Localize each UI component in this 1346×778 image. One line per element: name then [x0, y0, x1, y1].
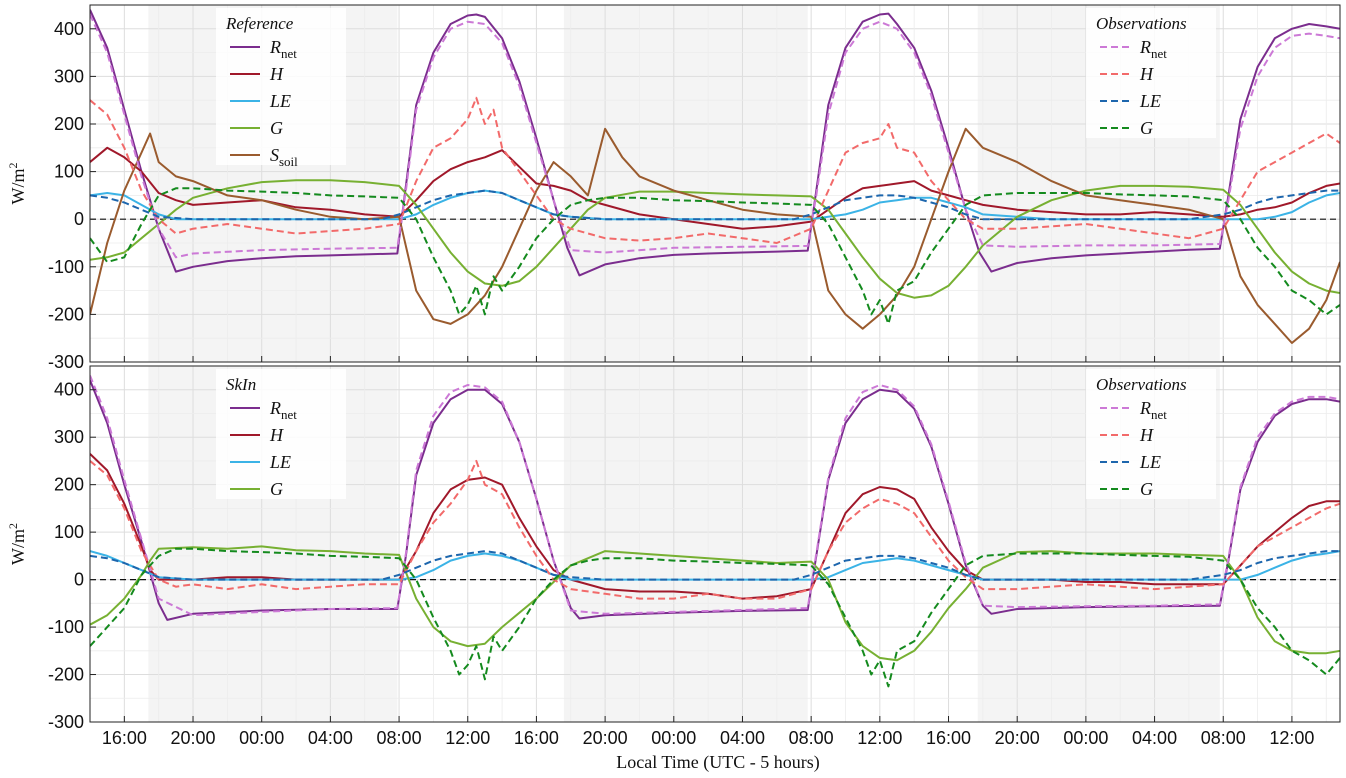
series-group: [90, 375, 1340, 688]
legend-label: Rnet: [1139, 398, 1167, 422]
bottom-panel-skin: -300 -200 -100 0 100 200 300 400 16:00 20:00 00:00…: [6, 365, 1341, 748]
legend-label: G: [270, 479, 283, 499]
x-tick-label: 08:00: [1201, 728, 1246, 748]
x-tick-label: 12:00: [445, 728, 490, 748]
x-tick-label: 04:00: [1132, 728, 1177, 748]
y-tick-label: 300: [54, 427, 84, 447]
y-tick-label: -100: [48, 617, 84, 637]
series-group: [90, 9, 1340, 344]
night-band: [563, 366, 808, 722]
x-tick-label: 16:00: [514, 728, 559, 748]
legend-label: G: [270, 118, 283, 138]
legend-title: Reference: [225, 14, 294, 33]
y-axis-title: W/m2: [6, 523, 28, 565]
x-tick-label: 04:00: [308, 728, 353, 748]
y-axis-title: W/m2: [6, 163, 28, 205]
x-tick-label: 12:00: [857, 728, 902, 748]
series-rnet_obs-obs: [90, 375, 1340, 617]
y-tick-label: -100: [48, 257, 84, 277]
y-tick-label: -200: [48, 304, 84, 324]
legend-observations: Observations Rnet H LE G: [1086, 8, 1216, 138]
y-tick-label: 200: [54, 114, 84, 134]
legend-label: LE: [269, 452, 291, 472]
legend-label: Rnet: [269, 37, 297, 61]
y-tick-label: 0: [74, 570, 84, 590]
legend-label: Rnet: [1139, 37, 1167, 61]
series-g: [90, 545, 1340, 662]
legend-label: H: [1139, 64, 1154, 84]
legend-background: [1086, 369, 1216, 499]
legend-label: LE: [269, 91, 291, 111]
x-tick-label: 00:00: [651, 728, 696, 748]
legend-label: G: [1140, 479, 1153, 499]
series-le_obs-obs: [90, 189, 1340, 221]
legend-model: Reference Rnet H LE G Ssoil: [216, 8, 346, 169]
plot-frame: [89, 4, 1341, 363]
legend-title: Observations: [1096, 14, 1187, 33]
legend-label: LE: [1139, 91, 1161, 111]
legend-label: H: [269, 425, 284, 445]
legend-label: H: [269, 64, 284, 84]
y-tick-label: 100: [54, 162, 84, 182]
legend-label: G: [1140, 118, 1153, 138]
top-panel-reference: -300 -200 -100 0 100 200 300 400 W/m2 Reference Rn…: [6, 4, 1341, 372]
legend-model: SkIn Rnet H LE G: [216, 369, 346, 499]
night-band: [563, 5, 808, 362]
series-le_obs-obs: [90, 550, 1340, 581]
legend-label: H: [1139, 425, 1154, 445]
legend-title: Observations: [1096, 375, 1187, 394]
y-tick-label: -300: [48, 352, 84, 372]
y-tick-label: 300: [54, 66, 84, 86]
legend-label: Rnet: [269, 398, 297, 422]
legend-label: LE: [1139, 452, 1161, 472]
y-tick-label: -300: [48, 712, 84, 732]
series-h: [90, 146, 1340, 230]
plot-frame: [89, 365, 1341, 723]
series-g: [90, 179, 1340, 299]
x-tick-label: 12:00: [1269, 728, 1314, 748]
x-tick-label: 20:00: [170, 728, 215, 748]
series-h_obs-obs: [90, 459, 1340, 600]
y-tick-label: 100: [54, 522, 84, 542]
legend-observations: Observations Rnet H LE G: [1086, 369, 1216, 499]
series-g_obs-obs: [90, 547, 1340, 688]
y-tick-label: -200: [48, 665, 84, 685]
legend-title: SkIn: [226, 375, 256, 394]
y-tick-label: 0: [74, 209, 84, 229]
series-h_obs-obs: [90, 96, 1340, 244]
x-axis-title: Local Time (UTC - 5 hours): [616, 752, 819, 773]
y-tick-label: 400: [54, 380, 84, 400]
series-ssoil: [90, 127, 1340, 344]
x-tick-label: 20:00: [583, 728, 628, 748]
y-tick-label: 400: [54, 19, 84, 39]
x-tick-label: 00:00: [1063, 728, 1108, 748]
y-tick-label: 200: [54, 475, 84, 495]
legend-label: Ssoil: [270, 145, 298, 169]
x-tick-label: 16:00: [926, 728, 971, 748]
series-rnet_obs-obs: [90, 14, 1340, 259]
x-tick-label: 20:00: [995, 728, 1040, 748]
x-tick-label: 08:00: [789, 728, 834, 748]
legend-background: [216, 8, 346, 165]
series-rnet: [90, 9, 1340, 277]
x-tick-label: 00:00: [239, 728, 284, 748]
legend-background: [1086, 8, 1216, 138]
x-tick-label: 08:00: [377, 728, 422, 748]
x-tick-label: 16:00: [102, 728, 147, 748]
x-tick-label: 04:00: [720, 728, 765, 748]
